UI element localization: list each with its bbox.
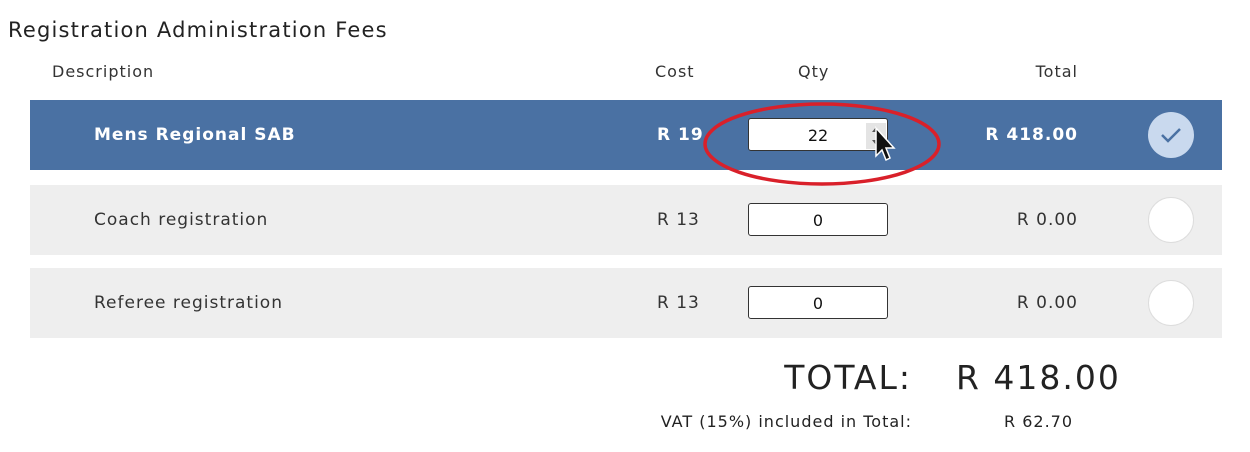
select-checkbox[interactable] [1148,280,1194,326]
column-header: Total [1035,62,1078,81]
fee-cost: R 13 [657,293,700,313]
quantity-input[interactable]: 0 [748,203,888,236]
fee-total: R 0.00 [1016,210,1078,230]
fee-cost: R 13 [657,210,700,230]
fee-row: Mens Regional SAB R 19 22 R 418.00 [30,100,1222,170]
vat-value: R 62.70 [1004,412,1074,431]
fee-description: Mens Regional SAB [94,125,296,145]
select-checkbox[interactable] [1148,197,1194,243]
quantity-input[interactable]: 22 [748,118,888,151]
fee-row: Coach registration R 13 0 R 0.00 [30,185,1222,255]
column-header: Cost [655,62,695,81]
fee-description: Referee registration [94,293,283,313]
checkmark [1161,128,1181,143]
column-header: Description [52,62,155,81]
fee-total: R 0.00 [1016,293,1078,313]
vat-label: VAT (15%) included in Total: [660,412,912,431]
fee-row: Referee registration R 13 0 R 0.00 [30,268,1222,338]
fee-description: Coach registration [94,210,269,230]
fee-total: R 418.00 [985,125,1078,145]
total-label: TOTAL: [784,358,912,397]
total-value: R 418.00 [956,358,1121,397]
selected-checkbox[interactable] [1148,112,1194,158]
section-title: Registration Administration Fees [8,18,388,42]
fee-cost: R 19 [657,125,704,145]
column-header: Qty [798,62,830,81]
quantity-input[interactable]: 0 [748,286,888,319]
